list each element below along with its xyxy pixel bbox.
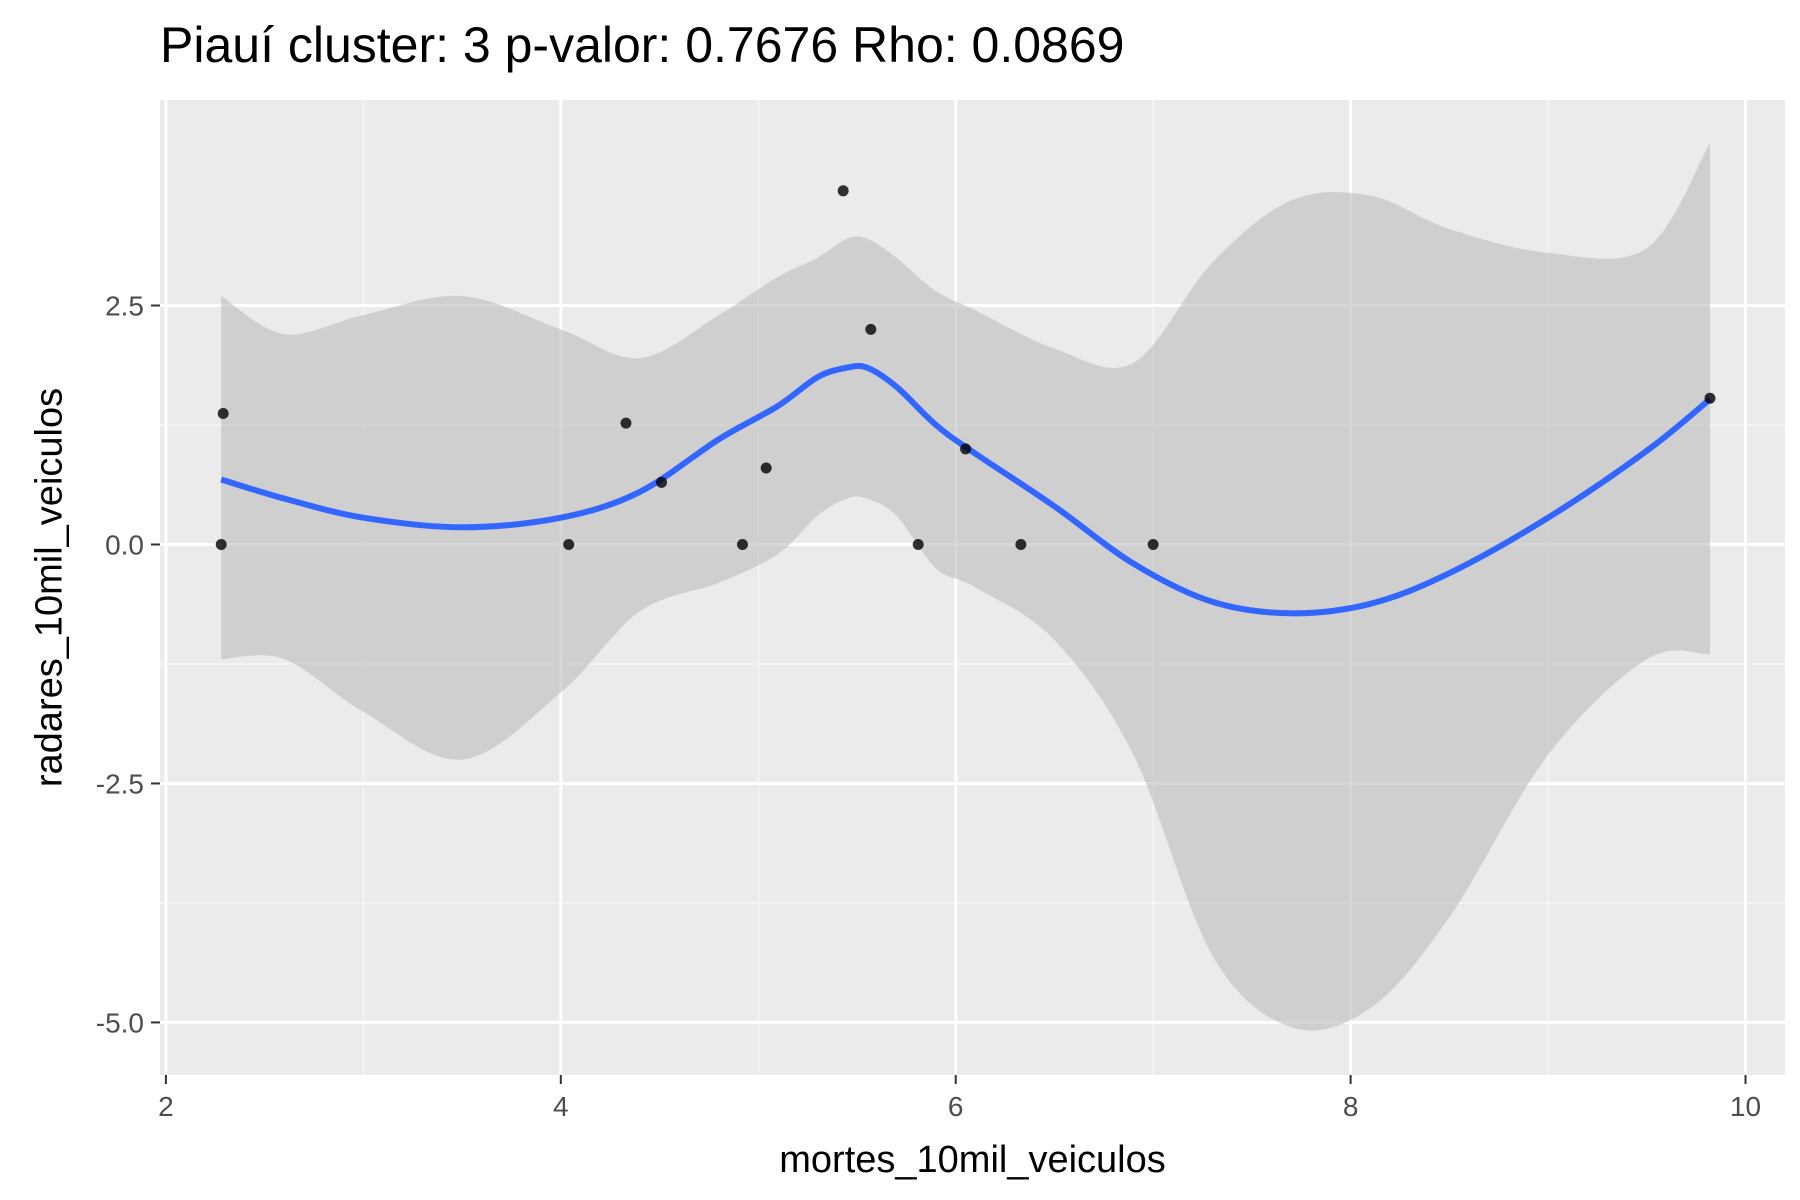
x-axis-title: mortes_10mil_veiculos — [779, 1139, 1166, 1181]
data-point — [215, 538, 227, 550]
y-tick-label: -2.5 — [96, 768, 144, 799]
data-point — [1147, 538, 1159, 550]
x-axis-ticks: 2 4 6 8 10 — [158, 1075, 1761, 1122]
data-point — [912, 538, 924, 550]
data-point — [865, 323, 877, 335]
y-axis-title: radares_10mil_veiculos — [28, 388, 70, 787]
data-point — [960, 443, 972, 455]
data-point — [1015, 538, 1027, 550]
chart-title: Piauí cluster: 3 p-valor: 0.7676 Rho: 0.… — [160, 17, 1124, 73]
data-point — [620, 417, 632, 429]
data-points — [215, 185, 1716, 550]
data-point — [837, 185, 849, 197]
confidence-band — [221, 143, 1711, 1031]
x-tick-label: 6 — [948, 1091, 964, 1122]
smooth-trend-line — [220, 362, 1712, 617]
y-tick-label: 2.5 — [105, 291, 144, 322]
y-tick-label: -5.0 — [96, 1007, 144, 1038]
x-tick-label: 8 — [1343, 1091, 1359, 1122]
y-tick-label: 0.0 — [105, 529, 144, 560]
data-point — [217, 408, 229, 420]
data-point — [760, 462, 772, 474]
data-point — [656, 476, 668, 488]
data-point — [736, 538, 748, 550]
x-tick-label: 4 — [553, 1091, 569, 1122]
data-point — [1704, 392, 1716, 404]
data-point — [563, 538, 575, 550]
x-tick-label: 2 — [158, 1091, 174, 1122]
y-axis-ticks: -5.0 -2.5 0.0 2.5 — [96, 291, 160, 1038]
x-tick-label: 10 — [1730, 1091, 1761, 1122]
